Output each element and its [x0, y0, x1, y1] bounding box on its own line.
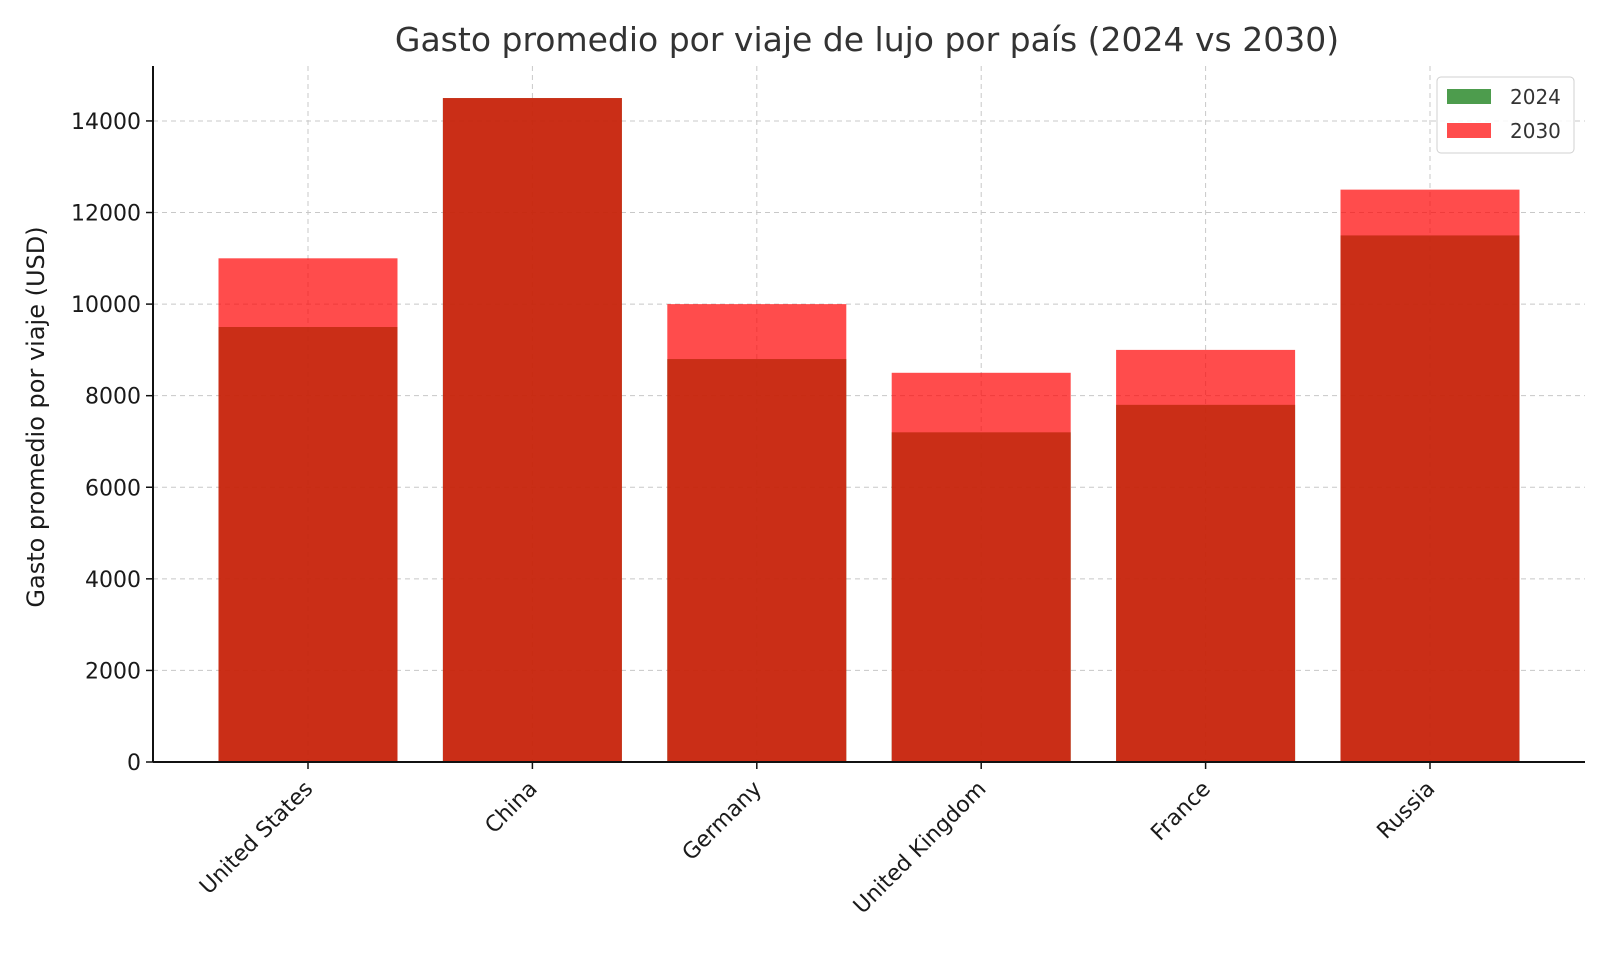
- x-tick-label-united-states: United States: [195, 777, 318, 900]
- axes: [152, 66, 1585, 763]
- legend-label-2030: 2030: [1510, 119, 1561, 143]
- legend: 2024 2030: [1436, 76, 1575, 154]
- y-tick-label: 6000: [85, 476, 141, 501]
- legend-swatch-2024: [1447, 89, 1491, 104]
- y-tick-label: 12000: [71, 202, 141, 227]
- bars: [218, 98, 1520, 763]
- y-tick-label: 10000: [71, 293, 141, 318]
- x-tick-label-germany: Germany: [678, 777, 767, 866]
- bar-2030-russia: [1340, 189, 1520, 762]
- bar-2030-united-kingdom: [891, 372, 1071, 762]
- legend-label-2024: 2024: [1510, 85, 1561, 109]
- bar-2030-united-states: [218, 258, 398, 762]
- y-axis-label: Gasto promedio por viaje (USD): [22, 226, 50, 607]
- bar-2030-germany: [667, 304, 847, 762]
- legend-swatch-2030: [1447, 123, 1491, 138]
- y-tick-label: 14000: [71, 110, 141, 135]
- y-tick-label: 2000: [85, 659, 141, 684]
- x-tick-label-united-kingdom: United Kingdom: [849, 777, 992, 920]
- y-tick-label: 0: [127, 751, 141, 776]
- x-tick-label-france: France: [1146, 777, 1215, 846]
- x-tick-label-china: China: [481, 777, 543, 839]
- bar-2030-france: [1116, 349, 1296, 762]
- x-tick-label-russia: Russia: [1373, 777, 1441, 845]
- bar-2030-china: [442, 98, 622, 763]
- y-tick-label: 8000: [85, 385, 141, 410]
- chart-title: Gasto promedio por viaje de lujo por paí…: [395, 20, 1339, 59]
- y-tick-label: 4000: [85, 568, 141, 593]
